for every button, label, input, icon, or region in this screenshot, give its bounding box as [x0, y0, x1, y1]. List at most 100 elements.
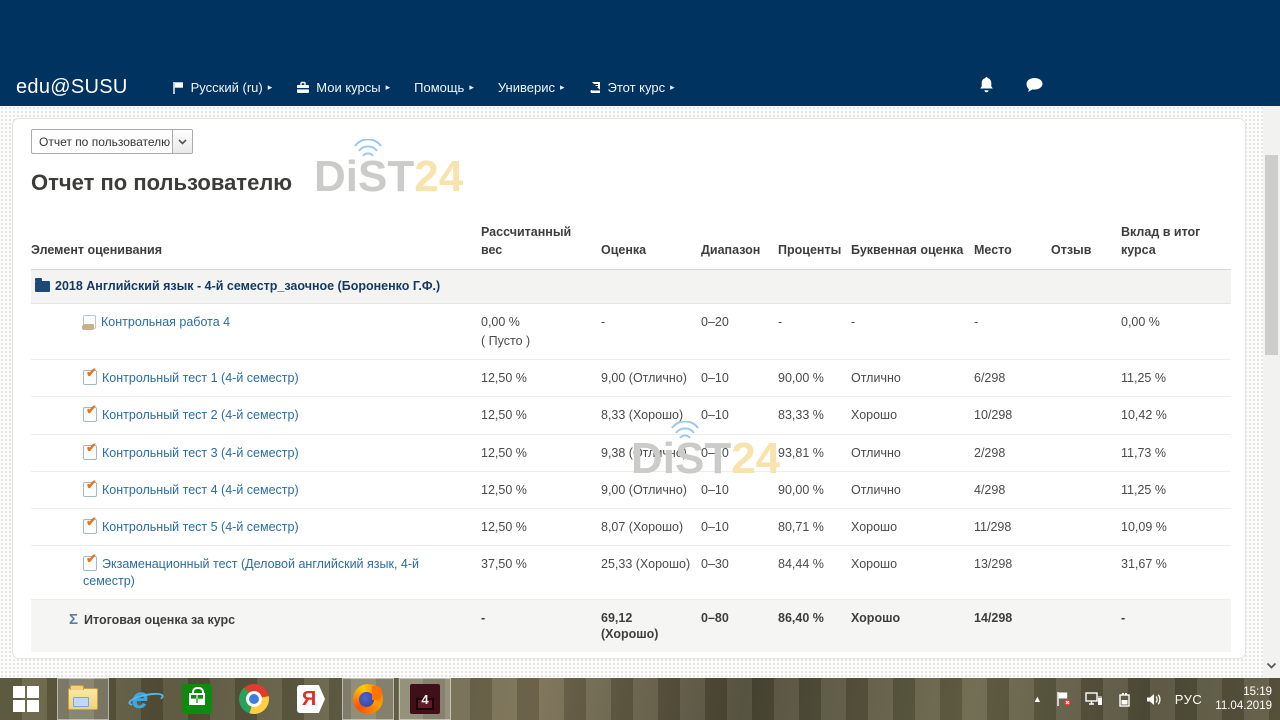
- grade-item-link[interactable]: Экзаменационный тест (Деловой английский…: [83, 557, 420, 588]
- page-title: Отчет по пользователю: [31, 170, 293, 195]
- cell-feedback: [1051, 359, 1121, 398]
- cell-feedback: [1051, 508, 1121, 547]
- notifications-bell-icon[interactable]: [978, 76, 995, 94]
- column-header: Место: [974, 223, 1051, 271]
- messages-chat-icon[interactable]: [1025, 77, 1044, 94]
- cell-feedback: [1051, 396, 1121, 435]
- grade-item-link[interactable]: Контрольный тест 1 (4-й семестр): [102, 371, 299, 385]
- column-header: Элемент оценивания: [31, 223, 481, 271]
- cell-contribution: 10,42 %: [1121, 396, 1231, 435]
- total-rank: 14/298: [974, 599, 1051, 653]
- grade-item-link[interactable]: Контрольная работа 4: [101, 314, 231, 329]
- cell-range: 0–20: [701, 303, 778, 360]
- navbar-item-мои-курсы[interactable]: Мои курсы ▸: [296, 80, 390, 95]
- scrollbar-thumb[interactable]: [1265, 155, 1278, 355]
- cell-grade: 9,00 (Отлично): [601, 471, 701, 510]
- cell-percent: 93,81 %: [778, 434, 851, 472]
- cell-letter: -: [851, 303, 974, 360]
- taskbar-start-button[interactable]: [0, 678, 52, 720]
- page-background: Отчет по пользователю Отчет по пользоват…: [0, 106, 1280, 678]
- taskbar-app-4[interactable]: 4: [399, 678, 451, 720]
- navbar-item-универис[interactable]: Универис ▸: [497, 80, 565, 95]
- clock[interactable]: 15:19 11.04.2019: [1215, 685, 1276, 713]
- quiz-icon: [83, 477, 97, 497]
- app-4-icon: 4: [410, 684, 440, 714]
- cell-percent: 80,71 %: [778, 508, 851, 547]
- clock-date: 11.04.2019: [1215, 700, 1272, 712]
- cell-grade: 9,38 (Отлично): [601, 434, 701, 472]
- battery-power-icon[interactable]: [1116, 692, 1133, 707]
- tray-expand-icon[interactable]: ▲: [1032, 694, 1042, 704]
- column-header: Диапазон: [701, 223, 778, 271]
- total-weight: -: [481, 599, 601, 653]
- cell-grade: 8,33 (Хорошо): [601, 396, 701, 435]
- total-label: Итоговая оценка за курс: [84, 612, 236, 627]
- total-percent: 86,40 %: [778, 599, 851, 653]
- course-total-row: Σ Итоговая оценка за курс -69,12 (Хорошо) 0…: [31, 599, 1231, 653]
- scrollbar-down-arrow-icon[interactable]: [1266, 657, 1277, 675]
- cell-feedback: [1051, 434, 1121, 472]
- action-center-flag-icon[interactable]: [1055, 691, 1072, 707]
- cell-weight: 12,50 %: [481, 359, 601, 398]
- cell-rank: -: [974, 303, 1051, 360]
- cell-range: 0–10: [701, 396, 778, 435]
- cell-range: 0–10: [701, 434, 778, 472]
- navbar-item-помощь[interactable]: Помощь ▸: [414, 80, 474, 95]
- taskbar-file-explorer[interactable]: [57, 678, 109, 720]
- dist24-watermark: DiST24: [314, 139, 463, 199]
- cell-contribution: 11,25 %: [1121, 471, 1231, 510]
- system-tray: ▲ РУС 15:19 11.04.2019: [1033, 678, 1276, 720]
- cell-grade: 8,07 (Хорошо): [601, 508, 701, 547]
- navbar-item-русский-ru-[interactable]: Русский (ru) ▸: [172, 80, 272, 95]
- folder-icon: [35, 277, 50, 292]
- cell-percent: 83,33 %: [778, 396, 851, 435]
- taskbar-chrome[interactable]: [228, 678, 280, 720]
- grade-item-link[interactable]: Контрольный тест 3 (4-й семестр): [102, 445, 299, 460]
- navbar-item-этот-курс[interactable]: Этот курс ▸: [589, 80, 675, 95]
- taskbar-internet-explorer[interactable]: e: [114, 678, 166, 720]
- volume-speaker-icon[interactable]: [1146, 692, 1162, 707]
- grade-item-link[interactable]: Контрольный тест 4 (4-й семестр): [102, 482, 299, 497]
- quiz-icon: [83, 551, 97, 572]
- report-type-select[interactable]: Отчет по пользователю: [31, 129, 193, 154]
- table-body: 2018 Английский язык - 4-й семестр_заочн…: [31, 269, 1231, 653]
- course-category-row: 2018 Английский язык - 4-й семестр_заочн…: [31, 269, 1231, 304]
- taskbar-firefox[interactable]: [342, 678, 394, 720]
- cell-letter: Хорошо: [851, 396, 974, 435]
- cell-weight: 12,50 %: [481, 434, 601, 472]
- grade-table-row: Контрольный тест 4 (4-й семестр) 12,50 %…: [31, 471, 1231, 510]
- network-icon[interactable]: [1085, 691, 1103, 707]
- language-indicator[interactable]: РУС: [1174, 691, 1203, 707]
- column-header: Вклад в итог курса: [1121, 223, 1231, 271]
- caret-right-icon: ▸: [385, 82, 391, 92]
- vertical-scrollbar[interactable]: [1263, 106, 1280, 678]
- taskbar-windows-store[interactable]: [171, 678, 223, 720]
- cell-contribution: 31,67 %: [1121, 545, 1231, 600]
- grade-table-row: Контрольный тест 5 (4-й семестр) 12,50 %…: [31, 508, 1231, 547]
- site-logo[interactable]: edu@SUSU: [16, 76, 128, 98]
- windows-store-icon: [182, 684, 212, 714]
- cell-contribution: 11,25 %: [1121, 359, 1231, 398]
- cell-feedback: [1051, 545, 1121, 600]
- column-header: Оценка: [601, 223, 701, 271]
- cell-letter: Отлично: [851, 359, 974, 398]
- grade-item-link[interactable]: Контрольный тест 5 (4-й семестр): [102, 520, 299, 534]
- cell-letter: Хорошо: [851, 545, 974, 600]
- cell-percent: 84,44 %: [778, 545, 851, 600]
- windows-logo-icon: [13, 686, 39, 712]
- column-header: Отзыв: [1051, 223, 1121, 271]
- grade-table-row: Контрольный тест 2 (4-й семестр) 12,50 %…: [31, 396, 1231, 435]
- cell-percent: -: [778, 303, 851, 360]
- grade-item-link[interactable]: Контрольный тест 2 (4-й семестр): [102, 408, 299, 423]
- cell-contribution: 0,00 %: [1121, 303, 1231, 360]
- cell-percent: 90,00 %: [778, 471, 851, 510]
- quiz-icon: [83, 514, 97, 534]
- yandex-browser-icon: Я: [297, 685, 325, 713]
- navbar-menu: Русский (ru) ▸ Мои курсы ▸ Помощь ▸ Унив…: [148, 80, 675, 95]
- cell-contribution: 11,73 %: [1121, 434, 1231, 472]
- caret-right-icon: ▸: [469, 82, 474, 92]
- assignment-icon: [82, 314, 96, 330]
- chevron-down-icon[interactable]: [172, 130, 192, 153]
- taskbar-yandex-browser[interactable]: Я: [285, 678, 337, 720]
